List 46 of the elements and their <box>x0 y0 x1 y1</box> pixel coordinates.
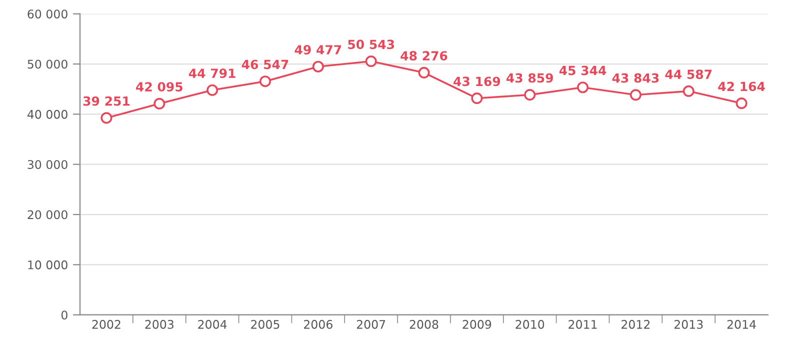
data-label: 49 477 <box>294 45 342 54</box>
point <box>682 85 694 97</box>
x-tick-label: 2012 <box>622 320 650 329</box>
x-tick-label: 2004 <box>198 320 227 329</box>
data-label: 43 843 <box>612 73 659 83</box>
point <box>100 112 112 124</box>
data-label: 44 587 <box>665 70 712 80</box>
x-tick-label: 2011 <box>568 320 597 329</box>
point <box>471 92 483 104</box>
y-tick-label: 20 000 <box>28 210 68 220</box>
point <box>312 60 324 72</box>
y-tick-label: 10 000 <box>28 260 68 270</box>
data-label: 46 547 <box>242 60 288 70</box>
data-label: 39 251 <box>83 96 130 106</box>
data-label: 43 169 <box>454 76 500 86</box>
y-tick-label: 30 000 <box>28 160 68 170</box>
point <box>736 98 748 110</box>
data-label: 44 791 <box>188 68 236 78</box>
point <box>365 56 377 68</box>
y-tick-label: 50 000 <box>28 60 68 69</box>
data-label: 50 543 <box>348 40 394 50</box>
point <box>418 66 430 78</box>
x-tick-label: 2009 <box>462 320 492 329</box>
x-tick-label: 2014 <box>727 320 756 329</box>
y-tick-label: 0 <box>61 310 68 320</box>
data-label: 43 859 <box>506 73 553 83</box>
data-label: 48 276 <box>400 51 448 61</box>
x-tick-label: 2002 <box>92 320 120 329</box>
y-tick-label: 60 000 <box>28 10 68 18</box>
point <box>630 89 642 101</box>
data-label: 42 164 <box>718 82 765 92</box>
point <box>577 82 589 94</box>
point <box>206 84 218 96</box>
point <box>154 98 166 110</box>
data-label: 45 344 <box>559 66 606 76</box>
data-label: 42 095 <box>136 82 182 92</box>
x-tick-label: 2005 <box>251 320 280 329</box>
x-tick-label: 2010 <box>516 320 544 329</box>
point <box>524 89 536 101</box>
point <box>259 76 271 88</box>
x-tick-label: 2007 <box>356 320 386 329</box>
x-tick-label: 2006 <box>304 320 332 329</box>
y-tick-label: 40 000 <box>27 110 68 119</box>
x-tick-label: 2008 <box>410 320 438 329</box>
x-tick-label: 2003 <box>145 320 174 329</box>
x-tick-label: 2013 <box>674 320 703 329</box>
